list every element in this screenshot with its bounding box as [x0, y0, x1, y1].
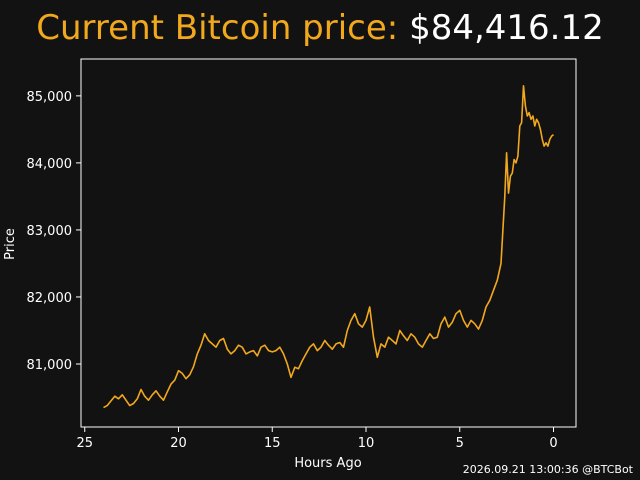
- x-tick-label: 15: [264, 436, 281, 451]
- plot-frame: [80, 58, 577, 428]
- y-tick-label: 82,000: [27, 291, 73, 306]
- price-line-series: [103, 85, 554, 409]
- plot-area: [80, 58, 577, 428]
- x-axis-label: Hours Ago: [294, 456, 361, 471]
- x-tick-label: 10: [358, 436, 375, 451]
- y-tick-label: 84,000: [27, 157, 73, 172]
- y-tick-label: 85,000: [27, 90, 73, 105]
- y-tick-label: 83,000: [27, 224, 73, 239]
- footer-timestamp: 2026.09.21 13:00:36 @BTCBot: [462, 463, 633, 476]
- x-axis: 25 20 15 10 5 0: [76, 427, 558, 451]
- x-tick-label: 5: [456, 436, 464, 451]
- x-tick-label: 0: [549, 436, 557, 451]
- title-price: $84,416.12: [409, 8, 604, 48]
- y-axis: 81,000 82,000 83,000 84,000 85,000: [27, 90, 81, 373]
- x-tick-label: 25: [76, 436, 93, 451]
- chart-title: Current Bitcoin price: $84,416.12: [0, 8, 640, 48]
- x-tick-label: 20: [170, 436, 187, 451]
- y-tick-label: 81,000: [27, 358, 73, 373]
- title-label: Current Bitcoin price:: [36, 8, 399, 48]
- y-axis-label: Price: [3, 228, 18, 260]
